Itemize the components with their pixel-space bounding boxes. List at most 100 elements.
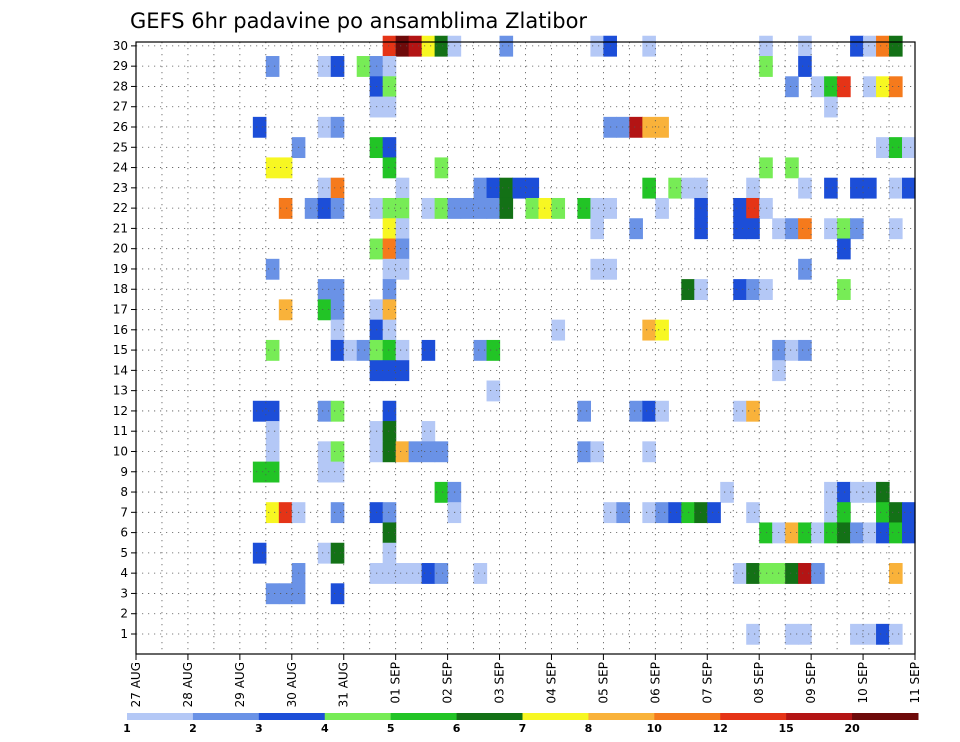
x-tick-label: 09 SEP: [804, 662, 818, 704]
y-tick-label: 9: [120, 465, 128, 479]
y-tick-label: 19: [113, 262, 128, 276]
heatmap-cell: [382, 360, 397, 382]
heatmap-cell: [590, 197, 604, 219]
heatmap-cell: [317, 177, 332, 199]
heatmap-cell: [889, 623, 903, 645]
heatmap-cell: [382, 279, 397, 300]
y-tick-label: 17: [113, 303, 128, 317]
y-tick-label: 7: [120, 505, 128, 519]
y-tick-label: 15: [113, 343, 128, 357]
heatmap-cell: [382, 339, 397, 361]
heatmap-cell: [408, 35, 423, 57]
heatmap-cell: [486, 197, 501, 219]
heatmap-cell: [486, 339, 501, 361]
heatmap-cell: [330, 400, 345, 422]
heatmap-cell: [590, 218, 604, 240]
colorbar-swatch: [654, 713, 721, 720]
heatmap-cell: [837, 76, 851, 98]
y-tick-label: 1: [120, 627, 128, 641]
heatmap-cell: [889, 35, 903, 57]
heatmap-cell: [785, 218, 799, 240]
heatmap-cell: [408, 563, 423, 584]
heatmap-cell: [252, 400, 267, 422]
colorbar-label: 7: [519, 722, 527, 735]
x-tick-label: 03 SEP: [493, 662, 507, 704]
heatmap-cell: [655, 197, 669, 219]
heatmap-cell: [889, 76, 903, 98]
heatmap-cell: [785, 76, 799, 98]
heatmap-cell: [473, 177, 488, 199]
heatmap-cell: [577, 197, 592, 219]
heatmap-cell: [499, 35, 514, 57]
heatmap-cell: [824, 502, 838, 524]
heatmap-cell: [876, 502, 890, 524]
heatmap-cell: [395, 563, 410, 584]
heatmap-cell: [382, 299, 397, 321]
heatmap-cell: [265, 56, 280, 77]
heatmap-cell: [434, 441, 449, 463]
y-tick-label: 27: [113, 100, 128, 114]
colorbar-swatch: [258, 713, 326, 720]
heatmap-cell: [382, 563, 397, 584]
heatmap-cell: [395, 197, 410, 219]
heatmap-cell: [902, 137, 916, 159]
heatmap-cell: [395, 238, 410, 260]
y-axis: 1234567891011121314151617181920212223242…: [113, 39, 136, 641]
colorbar-swatch: [588, 713, 655, 720]
heatmap-cell: [642, 502, 656, 524]
heatmap-cell: [382, 157, 397, 179]
heatmap-cell: [252, 542, 267, 564]
heatmap-cell: [876, 623, 890, 645]
heatmap-cell: [759, 522, 773, 544]
heatmap-cell: [265, 502, 280, 524]
heatmap-cell: [642, 35, 656, 57]
colorbar-swatch: [456, 713, 523, 720]
heatmap-cell: [330, 339, 345, 361]
heatmap-cell: [837, 218, 851, 240]
heatmap-cell: [252, 461, 267, 483]
heatmap-cell: [837, 481, 851, 503]
y-tick-label: 11: [113, 424, 128, 438]
x-tick-label: 10 SEP: [856, 662, 870, 704]
grid-lines: [135, 42, 916, 654]
heatmap-cell: [668, 177, 682, 199]
heatmap-cell: [876, 35, 890, 57]
heatmap-cell: [629, 116, 643, 138]
y-tick-label: 16: [113, 323, 128, 337]
heatmap-cell: [278, 157, 293, 179]
y-tick-label: 23: [113, 181, 128, 195]
heatmap-cell: [382, 441, 397, 463]
heatmap-cell: [382, 197, 397, 219]
heatmap-cell: [434, 35, 449, 57]
heatmap-cell: [421, 421, 436, 442]
heatmap-cell: [785, 522, 799, 544]
colorbar: 1 2 3 4 5 6 7 8 10 12 15 20: [123, 713, 919, 735]
heatmap-cell: [317, 461, 332, 483]
heatmap-cell: [902, 177, 916, 199]
x-tick-label: 31 AUG: [337, 662, 351, 707]
heatmap-cell: [746, 623, 760, 645]
heatmap-cell: [434, 563, 449, 584]
y-tick-label: 6: [120, 526, 128, 540]
heatmap-cell: [668, 502, 682, 524]
y-tick-label: 21: [113, 221, 128, 235]
heatmap-cell: [798, 56, 812, 77]
colorbar-label: 8: [585, 722, 593, 735]
heatmap-cell: [863, 481, 877, 503]
heatmap-cell: [317, 197, 332, 219]
heatmap-cell: [785, 623, 799, 645]
colorbar-swatch: [852, 713, 919, 720]
heatmap-cell: [798, 35, 812, 57]
x-tick-label: 04 SEP: [545, 662, 559, 704]
colorbar-label: 2: [189, 722, 197, 735]
heatmap-cell: [863, 623, 877, 645]
heatmap-cell: [473, 339, 488, 361]
heatmap-cell: [642, 116, 656, 138]
y-tick-label: 30: [113, 39, 128, 53]
heatmap-cell: [863, 177, 877, 199]
colorbar-swatch: [720, 713, 787, 720]
heatmap-cell: [889, 177, 903, 199]
heatmap-cell: [499, 197, 514, 219]
x-tick-label: 29 AUG: [233, 662, 247, 707]
